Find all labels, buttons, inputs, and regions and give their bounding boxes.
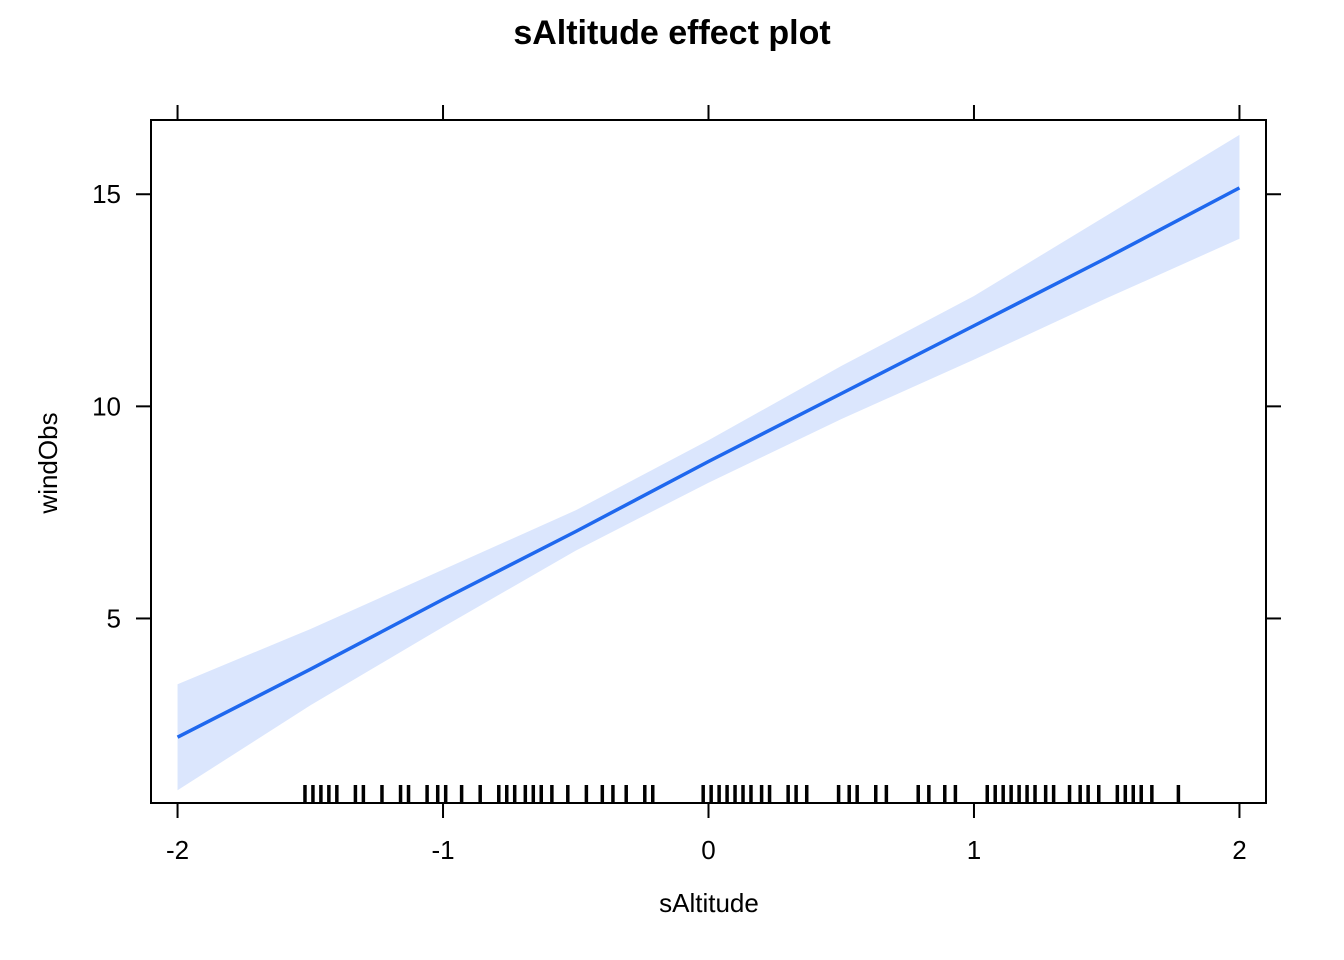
x-tick-label: 2: [1232, 835, 1246, 865]
x-tick-label: 1: [967, 835, 981, 865]
x-axis-label: sAltitude: [659, 888, 759, 918]
y-tick-label: 10: [92, 391, 121, 421]
y-tick-label: 5: [107, 603, 121, 633]
chart-title: sAltitude effect plot: [513, 14, 830, 52]
y-tick-label: 15: [92, 179, 121, 209]
x-tick-label: 0: [701, 835, 715, 865]
plot-area: -2 -1 0 1 2 5 10 15: [92, 105, 1281, 865]
fit-line: [176, 186, 1241, 739]
x-tick-label: -2: [166, 835, 189, 865]
x-tick-label: -1: [431, 835, 454, 865]
y-axis-label: windObs: [33, 412, 63, 514]
